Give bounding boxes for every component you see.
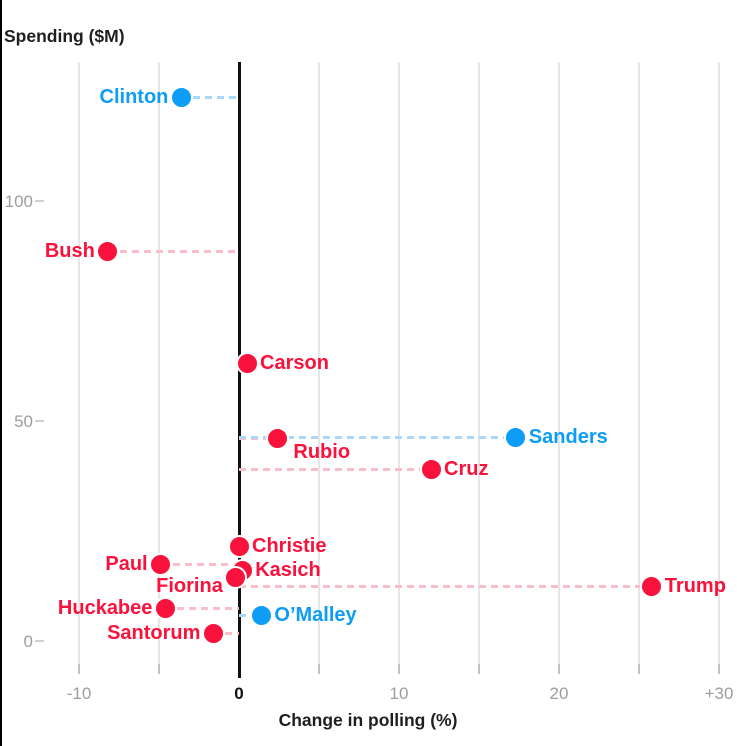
data-point-bush (96, 240, 120, 264)
gridline (558, 62, 560, 673)
data-point-carson (235, 352, 259, 376)
leader-line-paul (160, 562, 239, 566)
x-tick-label: 0 (234, 684, 244, 703)
data-point-sanders (504, 425, 528, 449)
data-point-rubio (265, 427, 289, 451)
point-label-omalley: O’Malley (274, 603, 357, 626)
axis-tick (158, 664, 160, 674)
point-label-rubio: Rubio (293, 441, 351, 464)
x-tick-label: 10 (389, 684, 409, 703)
gridline (158, 62, 160, 673)
data-point-huckabee (153, 597, 177, 621)
y-tick-mark (35, 200, 44, 202)
data-point-christie (227, 534, 251, 558)
left-edge-line (0, 0, 2, 746)
gridline (318, 62, 320, 673)
x-axis-title: Change in polling (%) (278, 710, 458, 730)
x-tick-label: +30 (704, 684, 734, 703)
leader-line-cruz (239, 467, 431, 471)
x-tick-label: 20 (549, 684, 569, 703)
point-label-sanders: Sanders (528, 425, 608, 448)
data-point-omalley (249, 603, 273, 627)
y-tick-mark (35, 640, 44, 642)
leader-line-sanders (239, 435, 516, 439)
axis-tick (478, 664, 480, 674)
axis-tick (78, 664, 80, 674)
leader-line-huckabee (165, 607, 239, 611)
point-label-carson: Carson (260, 352, 329, 375)
point-label-trump: Trump (664, 575, 726, 598)
axis-tick (558, 664, 560, 674)
point-label-santorum: Santorum (107, 622, 201, 645)
data-point-paul (149, 552, 173, 576)
leader-line-clinton (181, 96, 239, 100)
point-label-cruz: Cruz (444, 457, 489, 480)
data-point-santorum (201, 622, 225, 646)
data-point-trump (640, 575, 664, 599)
y-tick-label: 0 (23, 632, 33, 651)
gridline (638, 62, 640, 673)
gridline (478, 62, 480, 673)
point-label-paul: Paul (105, 552, 148, 575)
y-tick-mark (35, 420, 44, 422)
point-label-christie: Christie (252, 534, 327, 557)
data-point-cruz (419, 457, 443, 481)
point-label-bush: Bush (44, 240, 95, 263)
gridline (398, 62, 400, 673)
point-label-huckabee: Huckabee (57, 597, 153, 620)
data-point-fiorina (224, 565, 248, 589)
x-tick-label: -10 (66, 684, 92, 703)
point-label-kasich: Kasich (255, 559, 321, 582)
axis-tick (318, 664, 320, 674)
axis-tick (398, 664, 400, 674)
axis-tick (638, 664, 640, 674)
leader-line-bush (107, 250, 239, 254)
gridline (718, 62, 720, 673)
y-tick-label: 50 (14, 412, 33, 431)
y-axis-title: Spending ($M) (4, 26, 125, 46)
y-tick-label: 100 (4, 192, 33, 211)
leader-line-santorum (213, 632, 239, 636)
point-label-fiorina: Fiorina (156, 574, 223, 597)
point-label-clinton: Clinton (99, 86, 169, 109)
data-point-clinton (169, 86, 193, 110)
axis-tick (718, 664, 720, 674)
leader-line-trump (239, 585, 652, 589)
gridline (78, 62, 80, 673)
